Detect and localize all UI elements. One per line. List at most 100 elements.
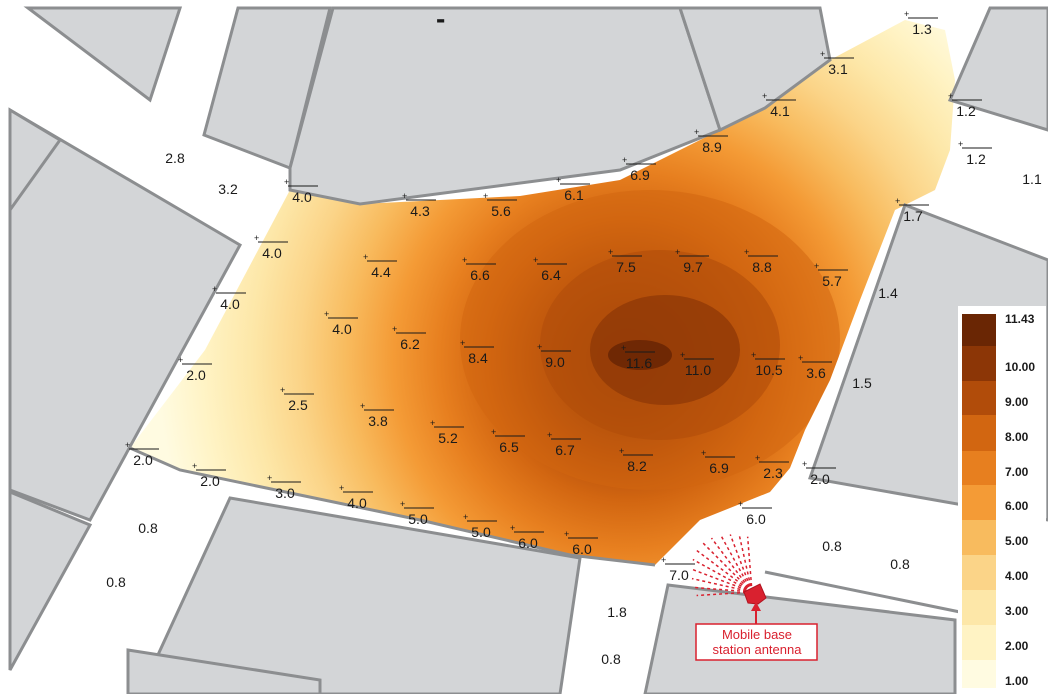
ambient-value: 3.2	[218, 181, 238, 197]
svg-text:+: +	[400, 499, 405, 509]
buildings	[8, 6, 1048, 694]
svg-text:+: +	[462, 255, 467, 265]
ambient-value: 0.8	[138, 520, 158, 536]
measurement-value: 7.0	[669, 567, 689, 583]
antenna-group: Mobile base station antenna	[691, 534, 818, 661]
svg-text:+: +	[192, 461, 197, 471]
measurement-value: 1.2	[966, 151, 986, 167]
measurement-point: +9.7	[675, 247, 709, 275]
measurement-value: 6.1	[564, 187, 584, 203]
measurement-value: 2.0	[186, 367, 206, 383]
measurement-point: +4.0	[254, 233, 288, 261]
measurement-point: +11.6	[621, 343, 655, 371]
measurement-value: 1.2	[956, 103, 976, 119]
svg-text:+: +	[254, 233, 259, 243]
svg-text:+: +	[619, 446, 624, 456]
building	[677, 6, 832, 133]
measurement-point: +2.5	[280, 385, 314, 413]
svg-text:+: +	[680, 350, 685, 360]
measurement-point: +7.5	[608, 247, 642, 275]
svg-text:+: +	[661, 555, 666, 565]
measurement-value: 4.0	[220, 296, 240, 312]
road-edge	[764, 570, 961, 614]
measurement-point: +2.0	[192, 461, 226, 489]
measurement-point: +6.2	[392, 324, 426, 352]
measurement-point: +2.0	[178, 355, 212, 383]
measurement-value: 6.4	[541, 267, 561, 283]
legend-swatch	[962, 451, 996, 485]
contour-layer	[460, 190, 840, 490]
measurement-point: +4.0	[212, 284, 246, 312]
legend-label: 2.00	[1005, 639, 1029, 653]
svg-text:+: +	[280, 385, 285, 395]
ambient-value: 0.8	[890, 556, 910, 572]
ambient-value: 0.8	[106, 574, 126, 590]
measurement-point: +10.5	[751, 350, 785, 378]
legend-label: 3.00	[1005, 604, 1029, 618]
measurement-value: 4.0	[292, 189, 312, 205]
measurement-value: 4.0	[262, 245, 282, 261]
svg-text:+: +	[510, 523, 515, 533]
measurement-point: +2.3	[755, 453, 789, 481]
measurement-point: +4.1	[762, 91, 796, 119]
measurement-value: 6.2	[400, 336, 420, 352]
measurement-point: +5.0	[463, 512, 497, 540]
measurement-value: 9.0	[545, 354, 565, 370]
measurement-value: 5.0	[408, 511, 428, 527]
antenna-label-line2: station antenna	[713, 642, 803, 657]
legend-swatch	[962, 314, 996, 346]
svg-text:+: +	[895, 196, 900, 206]
legend-swatch	[962, 415, 996, 451]
measurement-value: 4.0	[347, 495, 367, 511]
measurement-value: 4.3	[410, 203, 430, 219]
svg-text:+: +	[392, 324, 397, 334]
antenna-ray	[693, 586, 753, 593]
measurement-value: 8.9	[702, 139, 722, 155]
measurement-value: 4.0	[332, 321, 352, 337]
svg-text:+: +	[904, 9, 909, 19]
measurement-point: +6.4	[533, 255, 567, 283]
measurement-point: +5.2	[430, 418, 464, 446]
antenna-ray	[691, 568, 753, 593]
building	[23, 6, 183, 103]
measurement-value: 3.0	[275, 485, 295, 501]
legend-swatch	[962, 625, 996, 660]
measurement-point: +6.9	[622, 155, 656, 183]
measurement-value: 4.1	[770, 103, 790, 119]
measurement-point: +6.9	[701, 448, 735, 476]
antenna-icon[interactable]	[743, 583, 767, 605]
building	[8, 107, 243, 522]
measurement-value: 2.0	[133, 452, 153, 468]
measurement-point: +3.6	[798, 353, 832, 381]
svg-text:+: +	[339, 483, 344, 493]
svg-text:+: +	[738, 499, 743, 509]
measurement-value: 8.2	[627, 458, 647, 474]
antenna-ray	[691, 577, 753, 593]
svg-text:+: +	[744, 247, 749, 257]
svg-text:+: +	[178, 355, 183, 365]
measurement-point: +6.0	[510, 523, 544, 551]
measurement-value: 6.5	[499, 439, 519, 455]
antenna-ray	[701, 541, 753, 593]
measurement-value: 8.4	[468, 350, 488, 366]
antenna-ray	[720, 535, 753, 593]
building	[8, 107, 63, 215]
legend-label: 6.00	[1005, 499, 1029, 513]
measurement-point: +1.2	[948, 91, 982, 119]
svg-text:+: +	[621, 343, 626, 353]
legend-label: 9.00	[1005, 395, 1029, 409]
measurement-point: +4.3	[402, 191, 436, 219]
measurement-value: 5.2	[438, 430, 458, 446]
svg-text:+: +	[675, 247, 680, 257]
svg-text:+: +	[547, 430, 552, 440]
svg-text:+: +	[491, 427, 496, 437]
measurement-point: +1.7	[895, 196, 929, 224]
measurement-value: 9.7	[683, 259, 703, 275]
legend-label: 4.00	[1005, 569, 1029, 583]
plain-values-layer: 2.8 3.2 1.1 1.4 1.5 0.8 0.8 0.8 0.8 1.8 0.8	[106, 150, 1042, 667]
measurement-value: 2.0	[810, 471, 830, 487]
svg-text:+: +	[284, 177, 289, 187]
measurement-value: 4.4	[371, 264, 391, 280]
measurement-value: 1.3	[912, 21, 932, 37]
